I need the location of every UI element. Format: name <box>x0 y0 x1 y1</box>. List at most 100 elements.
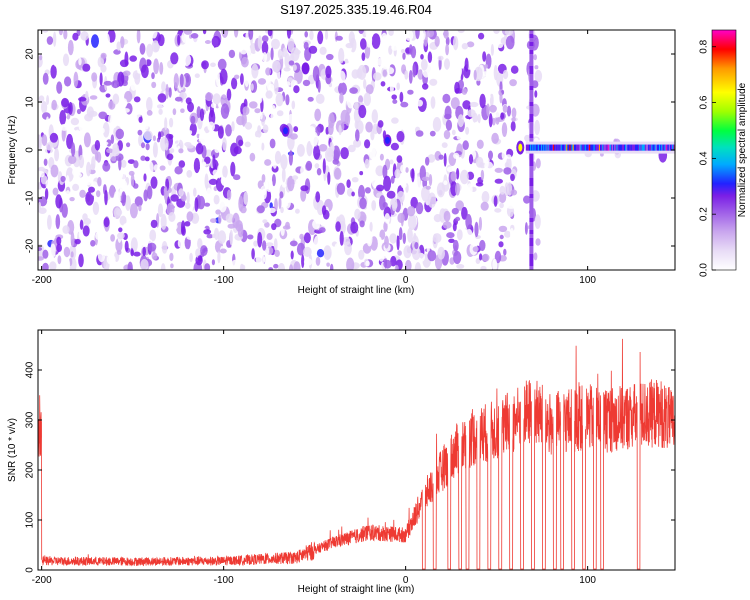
spectrogram-cell <box>136 30 141 44</box>
spectrogram-cell <box>315 191 321 203</box>
spectrogram-cell <box>529 230 534 234</box>
spectrogram-cell <box>61 203 68 218</box>
spectrogram-cell <box>534 65 539 70</box>
spectrogram-cell <box>72 32 79 41</box>
spectrogram-cell <box>268 207 276 213</box>
spectrogram-cell <box>143 173 147 182</box>
spectrogram-cell <box>167 77 173 85</box>
spectrogram-cell <box>529 182 534 186</box>
spectrogram-cell <box>364 139 371 149</box>
spectrogram-cell <box>455 216 461 222</box>
spectrogram-cell <box>212 233 216 238</box>
spectrogram-cell <box>282 213 292 221</box>
spectrogram-cell <box>231 180 240 196</box>
spectrogram-cell <box>120 159 127 168</box>
spectrogram-cell <box>265 242 274 247</box>
spectrogram-cell <box>510 173 515 182</box>
spectrogram-cell <box>60 123 69 131</box>
spectrogram-cell <box>231 77 238 90</box>
spectrogram-cell <box>262 52 268 63</box>
spectrogram-cell <box>443 153 447 167</box>
spectrogram-cell <box>72 167 81 177</box>
spectrogram-cell <box>97 176 102 187</box>
spectrogram-cell <box>332 204 340 215</box>
spectrogram-cell <box>109 184 116 199</box>
spectrogram-cell <box>257 35 263 49</box>
spectrogram-cell <box>262 124 269 134</box>
spectrogram-cell <box>506 204 516 209</box>
spectrogram-cell <box>529 98 534 102</box>
spectrogram-cell <box>363 79 367 89</box>
spectrogram-cell <box>309 30 314 41</box>
spectrogram-cell <box>287 77 293 82</box>
spectrogram-cell <box>443 129 451 140</box>
spectrogram-cell <box>382 164 388 179</box>
spectrogram-cell <box>97 247 106 263</box>
spectrogram-cell <box>529 234 534 238</box>
spectrogram-cell <box>265 177 273 192</box>
spectrogram-cell <box>420 30 426 41</box>
spectrogram-cell <box>529 94 534 98</box>
spectrogram-cell <box>138 116 143 123</box>
spectrogram-cell <box>125 195 131 212</box>
spectrogram-cell <box>101 141 109 146</box>
spectrogram-cell <box>143 239 153 244</box>
spectrogram-cell <box>510 189 518 196</box>
spectrogram-cell <box>265 90 273 99</box>
spectrogram-cell <box>98 111 108 120</box>
spectrogram-cell <box>46 36 54 45</box>
spectrogram-cell <box>498 241 504 248</box>
spectrogram-cell <box>269 138 276 149</box>
spectrogram-cell <box>482 253 490 262</box>
spectrogram-cell <box>442 221 452 229</box>
spectrogram-cell <box>523 195 531 204</box>
spectrogram-cell <box>137 129 143 136</box>
spectrogram-cell <box>456 133 461 140</box>
spectrogram-cell <box>404 70 409 80</box>
spectrogram-cell <box>499 234 504 240</box>
spectrogram-cell <box>302 216 308 225</box>
spectrogram-cell <box>340 147 349 160</box>
spectrogram-cell <box>411 115 416 121</box>
spectrogram-cell <box>335 35 343 41</box>
spectrogram-cell <box>443 78 451 93</box>
spectrogram-cell <box>165 142 169 151</box>
spectrogram-cell <box>262 219 268 224</box>
spectrogram-cell <box>445 36 450 46</box>
spectrogram-cell <box>315 93 325 104</box>
spectrogram-cell <box>479 239 486 252</box>
spectrogram-cell <box>193 157 200 174</box>
spectrogram-cell <box>455 200 465 211</box>
spectrogram-cell <box>333 80 340 85</box>
spectrogram-cell <box>435 200 441 207</box>
spectrogram-cell <box>112 170 120 179</box>
spectrogram-cell <box>417 175 421 191</box>
spectrogram-cell <box>257 125 261 134</box>
spectrogram-cell <box>330 30 334 39</box>
spectrogram-cell <box>50 64 57 79</box>
spectrogram-cell <box>534 214 541 230</box>
spectrogram-cell <box>219 248 227 254</box>
spectrogram-cell <box>280 206 284 214</box>
spectrogram-cell <box>55 214 61 230</box>
spectrogram-cell <box>329 141 334 156</box>
spectrogram-cell <box>325 65 332 79</box>
y-tick-label: 0 <box>25 567 36 573</box>
spectrogram-cell <box>70 231 75 248</box>
spectrogram-cell <box>235 90 241 95</box>
spectrogram-cell <box>405 167 409 173</box>
spectrogram-cell <box>359 197 367 210</box>
spectrogram-cell <box>498 192 507 204</box>
spectrogram-cell <box>381 63 391 69</box>
spectrogram-cell <box>291 100 296 110</box>
spectrogram-cell <box>465 214 472 230</box>
spectrogram-cell <box>268 267 274 270</box>
spectrogram-cell <box>168 87 172 98</box>
spectrogram-x-ticks: -200 -100 0 100 <box>32 30 596 286</box>
spectrogram-cell <box>379 153 384 161</box>
spectral-blob-core <box>283 127 289 135</box>
spectrogram-cell <box>478 32 485 40</box>
spectrogram-cell <box>296 144 305 157</box>
spectrogram-cell <box>429 130 436 137</box>
spectrogram-cell <box>226 79 232 89</box>
